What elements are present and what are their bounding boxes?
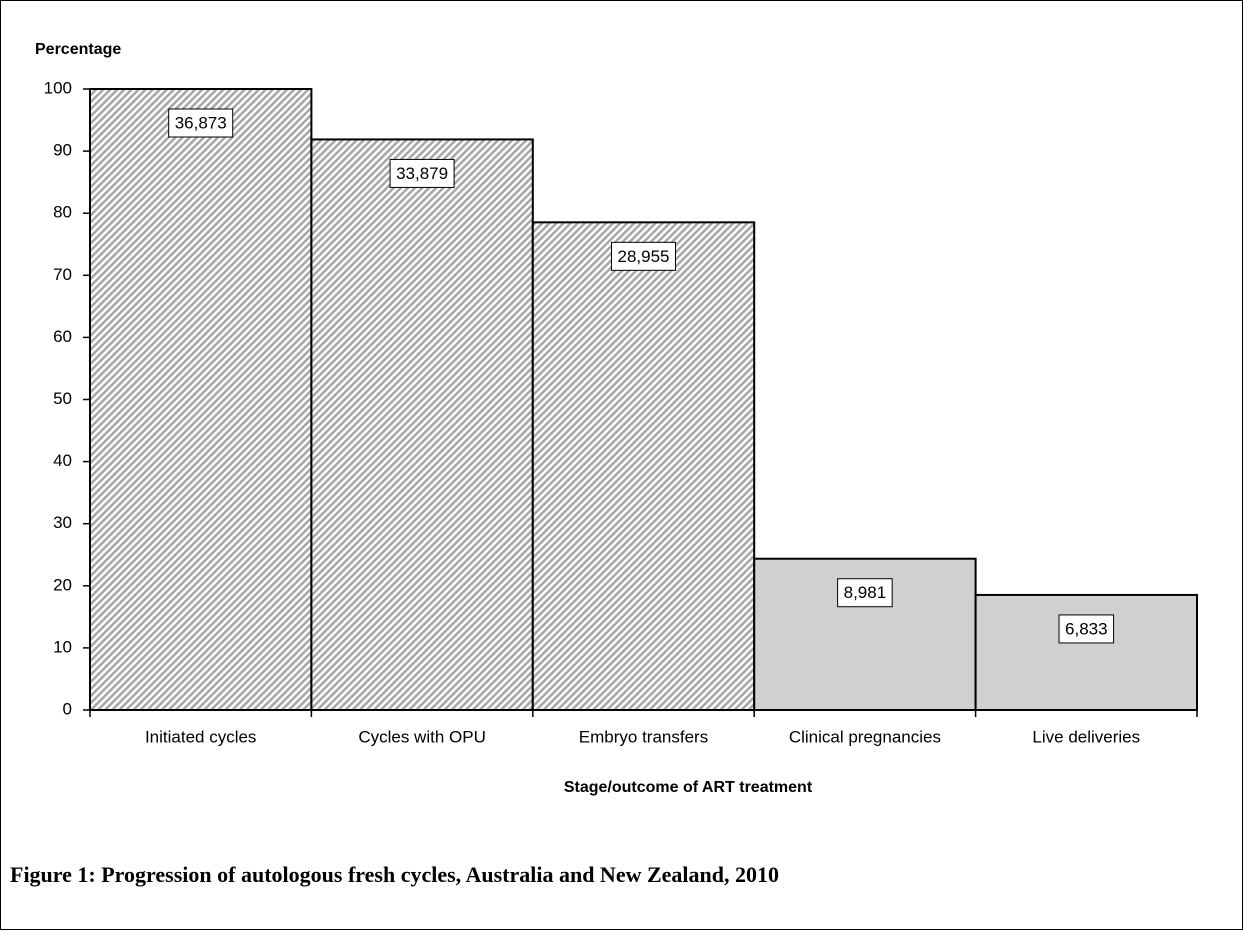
x-tick-label: Initiated cycles [145, 727, 257, 746]
x-tick-label: Embryo transfers [579, 727, 708, 746]
x-axis-title: Stage/outcome of ART treatment [564, 779, 813, 796]
y-tick-label: 30 [53, 513, 72, 532]
y-tick-label: 60 [53, 327, 72, 346]
value-label: 8,981 [844, 583, 887, 602]
bar [531, 221, 756, 711]
y-tick-label: 0 [63, 699, 72, 718]
y-tick-label: 10 [53, 637, 72, 656]
bar [310, 138, 534, 712]
value-label: 28,955 [618, 247, 670, 266]
y-tick-label: 50 [53, 389, 72, 408]
value-label-box [837, 578, 893, 608]
y-tick-label: 20 [53, 575, 72, 594]
y-tick-label: 40 [53, 451, 72, 470]
value-label-box [611, 241, 676, 271]
y-tick-label: 80 [53, 203, 72, 222]
value-label-box [389, 158, 455, 188]
x-tick-label: Live deliveries [1032, 727, 1140, 746]
y-tick-label: 100 [44, 78, 72, 97]
y-axis-title: Percentage [35, 41, 121, 58]
caption: Figure 1: Progression of autologous fres… [10, 862, 779, 887]
value-label-box [1058, 614, 1115, 644]
value-label: 33,879 [396, 164, 448, 183]
value-label: 6,833 [1065, 619, 1108, 638]
x-tick-label: Clinical pregnancies [789, 727, 941, 746]
bar [974, 593, 1198, 712]
x-tick-label: Cycles with OPU [358, 727, 486, 746]
bar [89, 88, 313, 711]
y-tick-label: 90 [53, 141, 72, 160]
value-label: 36,873 [175, 113, 227, 132]
y-tick-label: 70 [53, 265, 72, 284]
value-label-box [168, 108, 234, 138]
